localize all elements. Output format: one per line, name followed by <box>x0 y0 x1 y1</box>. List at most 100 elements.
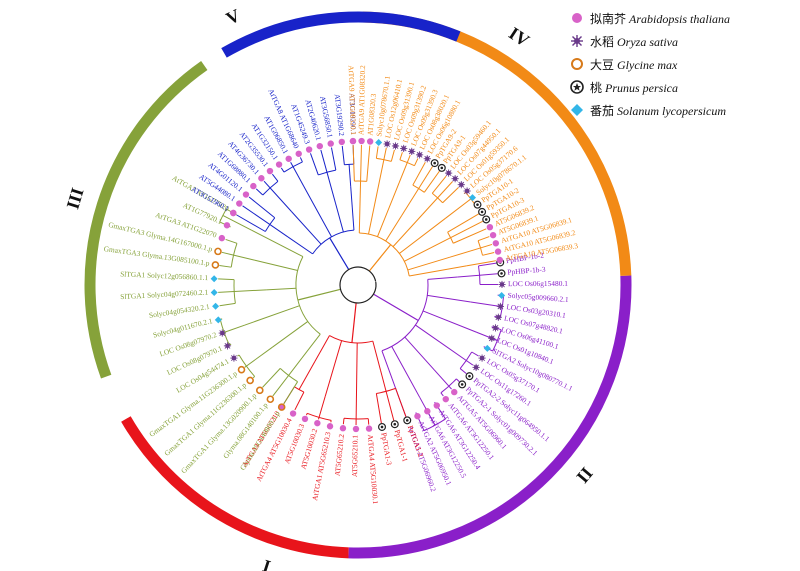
burst-marker-icon <box>494 313 502 321</box>
node-arc <box>233 279 236 304</box>
ring-marker-icon <box>237 365 246 374</box>
internal-branch <box>334 202 344 233</box>
circle-marker-icon <box>327 140 334 147</box>
diamond-marker-icon <box>375 138 383 146</box>
leaf-branch <box>218 278 235 281</box>
internal-branch <box>356 342 358 387</box>
leaf-branch <box>219 265 232 268</box>
internal-branch <box>233 254 256 261</box>
legend-latin-name: Glycine max <box>617 58 678 72</box>
diamond-marker-icon <box>212 302 220 310</box>
leaf-branch <box>272 173 279 182</box>
circle-marker-icon <box>316 142 323 150</box>
star-marker-icon <box>403 416 412 425</box>
leaf-branch <box>399 152 403 160</box>
internal-branch <box>359 181 362 204</box>
circle-marker-icon <box>489 231 497 239</box>
internal-branch <box>269 187 292 212</box>
leaf-branch <box>236 214 266 232</box>
clade-label-II: II <box>572 463 596 487</box>
clade-label-I: I <box>260 556 273 571</box>
legend-cn-name: 水稻 <box>590 35 615 49</box>
internal-branch <box>401 188 420 216</box>
internal-branch <box>476 331 498 341</box>
circle-marker-icon <box>414 412 421 420</box>
internal-branch <box>433 369 450 387</box>
internal-branch <box>439 341 467 361</box>
leaf-branch <box>440 392 444 397</box>
internal-branch <box>430 237 451 249</box>
burst-marker-icon <box>571 35 583 47</box>
internal-branch <box>269 224 289 238</box>
clade-node-arc <box>359 232 410 277</box>
circle-marker-icon <box>289 410 297 417</box>
internal-branch <box>415 324 441 343</box>
internal-branch <box>457 274 480 278</box>
internal-branch <box>445 198 472 219</box>
leaf-branch <box>437 181 453 199</box>
circle-marker-icon <box>218 234 226 242</box>
burst-marker-icon <box>472 363 480 371</box>
leaf-branch <box>225 238 238 244</box>
burst-marker-icon <box>451 175 459 183</box>
clade-arc-II <box>348 275 632 559</box>
internal-branch <box>376 159 385 192</box>
leaf-branch <box>263 180 271 189</box>
legend-latin-name: Oryza sativa <box>617 35 679 49</box>
leaf-label: AtTGA9 AT1G08320.1 <box>347 65 358 135</box>
burst-marker-icon <box>457 181 465 189</box>
leaf-branch <box>366 145 371 182</box>
leaf-branch <box>479 273 498 276</box>
circle-marker-icon <box>442 395 449 403</box>
circle-marker-icon <box>433 402 440 409</box>
circle-marker-icon <box>301 415 309 423</box>
leaf-branch <box>272 375 289 397</box>
internal-branch <box>251 229 304 258</box>
internal-branch <box>326 172 336 204</box>
leaf-branch <box>442 187 459 204</box>
burst-marker-icon <box>445 169 453 177</box>
leaf-branch <box>453 228 487 244</box>
burst-marker-icon <box>496 302 504 311</box>
leaf-label: SlTGA1 Solyc12g056860.1.1 <box>120 269 209 282</box>
leaf-branch <box>310 153 319 176</box>
internal-branch <box>427 276 458 280</box>
leaf-branch <box>423 170 440 193</box>
internal-branch <box>392 213 424 247</box>
star-marker-icon <box>390 420 399 429</box>
ring-marker-icon <box>255 386 264 395</box>
ring-marker-icon <box>214 247 222 256</box>
internal-branch <box>449 247 481 258</box>
legend-item-prunus: 桃 Prunus persica <box>570 77 795 100</box>
circle-marker-icon <box>242 191 250 198</box>
circle-marker-icon <box>424 408 431 415</box>
leaf-label: PpHBP-1b-3 <box>507 265 546 277</box>
leaf-branch <box>252 376 255 379</box>
internal-branch <box>298 361 316 390</box>
star-marker-icon <box>497 269 506 278</box>
legend-cn-name: 大豆 <box>590 58 615 72</box>
leaf-branch <box>262 368 281 388</box>
legend-latin-name: Arabidopsis thaliana <box>629 12 731 26</box>
burst-marker-icon <box>498 280 506 289</box>
star-marker-icon <box>430 159 439 168</box>
internal-branch <box>379 369 387 392</box>
node-arc <box>477 240 483 256</box>
circle-marker-icon <box>486 223 494 231</box>
leaf-branch <box>450 220 483 239</box>
clade-node-arc <box>381 279 429 352</box>
internal-branch <box>422 197 438 215</box>
leaf-branch <box>418 166 433 189</box>
legend-item-arabidopsis: 拟南芥 Arabidopsis thaliana <box>570 8 795 31</box>
leaf-label: LOC Os06g15480.1 <box>508 279 568 288</box>
clade-stem <box>373 293 419 322</box>
internal-branch <box>314 335 330 362</box>
diamond-marker-icon <box>468 194 476 202</box>
circle-marker-icon <box>305 146 313 153</box>
leaf-branch <box>480 243 493 249</box>
circle-marker-icon <box>339 425 347 432</box>
leaf-branch <box>471 351 479 357</box>
internal-branch <box>372 340 381 371</box>
leaf-branch <box>229 343 232 346</box>
